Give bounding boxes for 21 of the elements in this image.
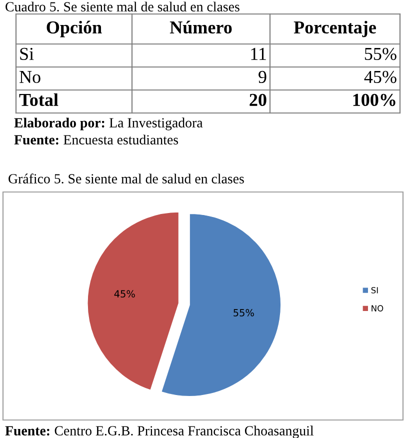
text: 11 — [251, 48, 266, 60]
text: Opción — [46, 20, 102, 38]
source-note: Fuente: Centro E.G.B. Princesa Francisca Choasanguil — [5, 426, 314, 438]
text: Elaborado por: La Investigadora — [14, 118, 203, 130]
source-note: Fuente: Encuesta estudiantes — [14, 134, 178, 145]
text: 20 — [250, 94, 266, 106]
text: Si — [20, 48, 34, 60]
data-label: 45% — [114, 290, 135, 298]
text: No — [20, 71, 40, 84]
legend-label: SI — [371, 287, 378, 294]
text: Porcentaje — [294, 20, 376, 38]
text: 9 — [258, 70, 266, 84]
text: Cuadro 5. Se siente mal de salud en clases — [6, 2, 240, 12]
text: Número — [170, 20, 232, 34]
legend-label: NO — [372, 305, 384, 312]
data-label: 55% — [234, 309, 254, 316]
chart-title: Gráfico 5. Se siente mal de salud en clases — [8, 174, 244, 184]
text: 100% — [353, 94, 396, 106]
text: Total — [19, 93, 58, 106]
text: 55% — [364, 48, 396, 60]
text: 45% — [364, 70, 396, 84]
